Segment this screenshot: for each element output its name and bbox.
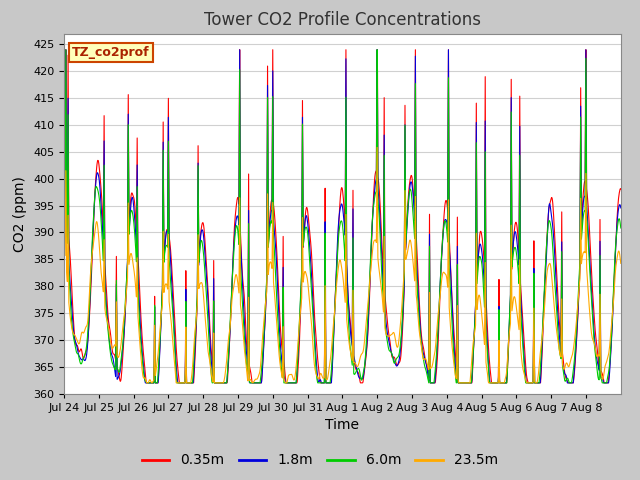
Line: 23.5m: 23.5m bbox=[64, 147, 621, 383]
Line: 0.35m: 0.35m bbox=[64, 50, 621, 383]
0.35m bbox=[319, 380, 326, 386]
1.8m bbox=[308, 291, 316, 297]
6.0m bbox=[143, 380, 150, 386]
23.5m bbox=[373, 144, 381, 150]
1.8m bbox=[126, 212, 134, 218]
23.5m bbox=[126, 256, 134, 262]
0.35m bbox=[378, 235, 385, 241]
6.0m bbox=[378, 267, 385, 273]
23.5m bbox=[308, 329, 316, 335]
0.35m bbox=[126, 204, 134, 210]
0.35m bbox=[308, 270, 316, 276]
X-axis label: Time: Time bbox=[325, 418, 360, 432]
0.35m bbox=[60, 175, 68, 180]
6.0m bbox=[308, 297, 316, 302]
1.8m bbox=[319, 380, 326, 386]
23.5m bbox=[318, 373, 326, 379]
6.0m bbox=[126, 220, 134, 226]
23.5m bbox=[617, 261, 625, 266]
6.0m bbox=[617, 225, 625, 231]
1.8m bbox=[62, 47, 70, 53]
1.8m bbox=[297, 287, 305, 293]
23.5m bbox=[297, 306, 305, 312]
0.35m bbox=[143, 380, 150, 386]
Line: 6.0m: 6.0m bbox=[64, 50, 621, 383]
23.5m bbox=[378, 288, 385, 294]
6.0m bbox=[373, 47, 381, 53]
23.5m bbox=[103, 317, 111, 323]
6.0m bbox=[318, 380, 326, 386]
Y-axis label: CO2 (ppm): CO2 (ppm) bbox=[13, 176, 28, 252]
1.8m bbox=[60, 180, 68, 186]
Text: TZ_co2prof: TZ_co2prof bbox=[72, 46, 150, 59]
6.0m bbox=[297, 291, 305, 297]
0.35m bbox=[62, 47, 70, 53]
1.8m bbox=[378, 250, 385, 256]
1.8m bbox=[141, 380, 149, 386]
1.8m bbox=[617, 205, 625, 211]
6.0m bbox=[103, 317, 111, 323]
0.35m bbox=[104, 305, 111, 311]
1.8m bbox=[104, 316, 111, 322]
23.5m bbox=[60, 244, 68, 250]
Title: Tower CO2 Profile Concentrations: Tower CO2 Profile Concentrations bbox=[204, 11, 481, 29]
Legend: 0.35m, 1.8m, 6.0m, 23.5m: 0.35m, 1.8m, 6.0m, 23.5m bbox=[136, 448, 504, 473]
0.35m bbox=[617, 186, 625, 192]
23.5m bbox=[143, 380, 150, 386]
Line: 1.8m: 1.8m bbox=[64, 50, 621, 383]
0.35m bbox=[297, 297, 305, 302]
6.0m bbox=[60, 194, 68, 200]
